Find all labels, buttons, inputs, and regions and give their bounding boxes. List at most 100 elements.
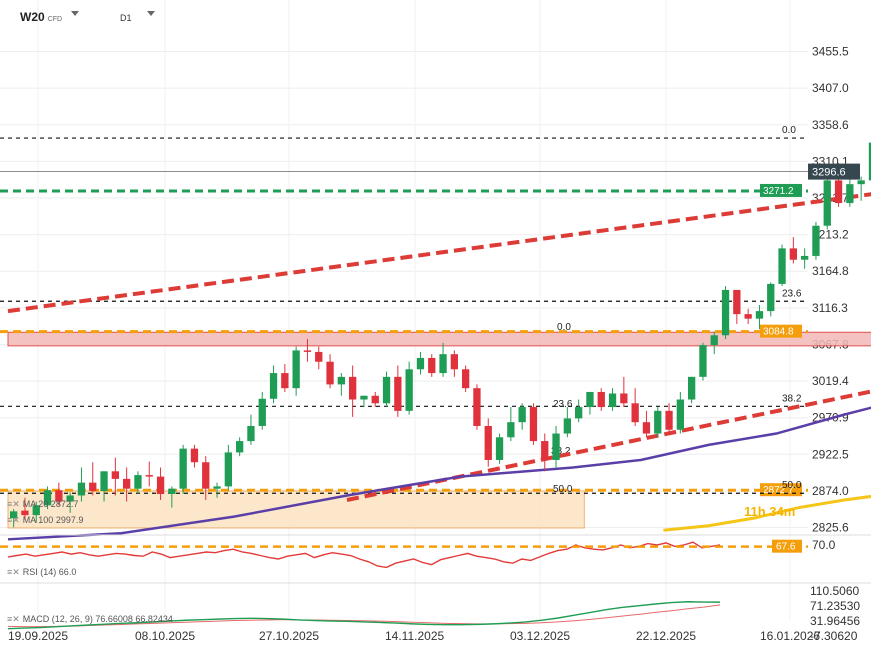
candle-body <box>586 391 594 408</box>
candle-body <box>552 433 560 460</box>
rsi-line <box>7 541 721 569</box>
candle-body <box>134 475 142 489</box>
candle-body <box>315 351 323 362</box>
settings-icon[interactable]: ≡✕ <box>7 515 20 525</box>
candle-body <box>168 488 176 494</box>
macd-y-tick-label: -7.30620 <box>810 629 858 643</box>
price-zone <box>7 331 871 347</box>
macd-signal-line <box>7 604 721 628</box>
level-tag <box>760 183 802 197</box>
macd-y-tick-label: 110.5060 <box>810 584 859 598</box>
settings-icon[interactable]: ≡✕ <box>7 499 20 509</box>
y-tick-label: 2922.5 <box>812 447 849 461</box>
level-tag-label: 3084.8 <box>763 327 794 338</box>
candle-body <box>179 448 187 489</box>
candle-body <box>733 289 741 315</box>
candle-body <box>405 369 413 411</box>
candle-body <box>721 289 730 336</box>
sma20-line <box>663 494 871 532</box>
candle-body <box>507 422 515 438</box>
candle-body <box>236 441 244 453</box>
fib-level-label: 0.0 <box>782 125 796 136</box>
candle-body <box>156 476 165 494</box>
candle-body <box>281 373 289 389</box>
rsi-legend-label: RSI (14) 66.0 <box>22 567 77 577</box>
y-tick-label: 2825.6 <box>812 521 849 535</box>
level-tag-label: 3271.2 <box>763 186 794 197</box>
candle-body <box>326 361 334 385</box>
rsi-y-tick-label: 70.0 <box>812 538 836 552</box>
candle-body <box>292 350 300 389</box>
y-tick-label: 3213.2 <box>812 228 849 242</box>
candle-body <box>349 376 357 400</box>
x-tick-label: 16.01.2026 <box>760 629 820 643</box>
symbol-name: W20 <box>20 10 45 24</box>
rsi-level-label: 67.6 <box>776 542 796 553</box>
settings-icon[interactable]: ≡✕ <box>7 614 20 624</box>
candle-body <box>258 398 266 426</box>
timeframe-dropdown-icon[interactable] <box>147 11 155 16</box>
candle-body <box>823 180 831 226</box>
candle-body <box>744 314 752 319</box>
candle-body <box>145 475 153 477</box>
candle-body <box>518 407 526 423</box>
fib-level-label: 38.2 <box>782 393 802 404</box>
sma100-legend[interactable]: ≡✕ MA 100 2997.9 <box>7 515 83 526</box>
candle-body <box>484 425 492 460</box>
candle-body <box>202 462 210 489</box>
candle-body <box>688 376 696 400</box>
candle-body <box>575 407 583 419</box>
candle-body <box>55 490 63 502</box>
candle-body <box>846 184 854 204</box>
candle-body <box>247 425 255 442</box>
candle-body <box>450 354 458 370</box>
candle-body <box>868 142 871 181</box>
candle-body <box>439 354 447 374</box>
candle-body <box>529 407 538 442</box>
candle-body <box>21 510 29 516</box>
symbol-type: CFD <box>47 16 63 23</box>
y-tick-label: 3116.3 <box>812 301 848 315</box>
candle-body <box>654 410 662 434</box>
rsi-legend[interactable]: ≡✕ RSI (14) 66.0 <box>7 567 76 578</box>
candle-body <box>43 490 52 506</box>
timeframe-selector[interactable]: D1 <box>120 13 132 23</box>
symbol-dropdown-icon[interactable] <box>71 11 79 16</box>
fib-inner-label: 23.6 <box>553 399 573 410</box>
candle-body <box>371 395 379 404</box>
fib-inner-label: 0.0 <box>557 322 571 333</box>
candle-body <box>190 448 199 463</box>
candle-body <box>631 403 639 423</box>
candle-body <box>767 283 775 312</box>
candle-body <box>100 471 108 491</box>
candle-body <box>269 373 278 399</box>
candle-body <box>416 357 425 370</box>
y-tick-label: 3358.6 <box>812 118 849 132</box>
candle-body <box>473 388 481 426</box>
symbol-selector[interactable]: W20 CFD <box>20 10 62 24</box>
candle-body <box>394 376 402 411</box>
candle-body <box>111 471 119 479</box>
candle-body <box>428 357 436 374</box>
candle-body <box>676 399 684 430</box>
sma20-legend[interactable]: ≡✕ MA 20 2872.7 <box>7 499 78 510</box>
candle-body <box>360 395 368 400</box>
settings-icon[interactable]: ≡✕ <box>7 567 20 577</box>
macd-y-tick-label: 71.23530 <box>810 599 860 613</box>
candle-body <box>755 311 764 319</box>
macd-line <box>7 601 721 630</box>
macd-legend[interactable]: ≡✕ MACD (12, 26, 9) 76.66008 66.82434 <box>7 614 173 625</box>
candle-body <box>213 486 221 489</box>
x-tick-label: 03.12.2025 <box>510 629 570 643</box>
candle-body <box>541 441 549 460</box>
candle-body <box>10 511 18 519</box>
candle-body <box>608 393 617 408</box>
candle-body <box>812 225 820 256</box>
candle-body <box>77 482 86 496</box>
sma100-legend-label: MA 100 2997.9 <box>22 515 84 525</box>
fib-level-label: 50.0 <box>782 480 802 491</box>
candle-body <box>665 410 673 430</box>
x-tick-label: 08.10.2025 <box>135 629 195 643</box>
fib-inner-label: 38.2 <box>551 446 571 457</box>
